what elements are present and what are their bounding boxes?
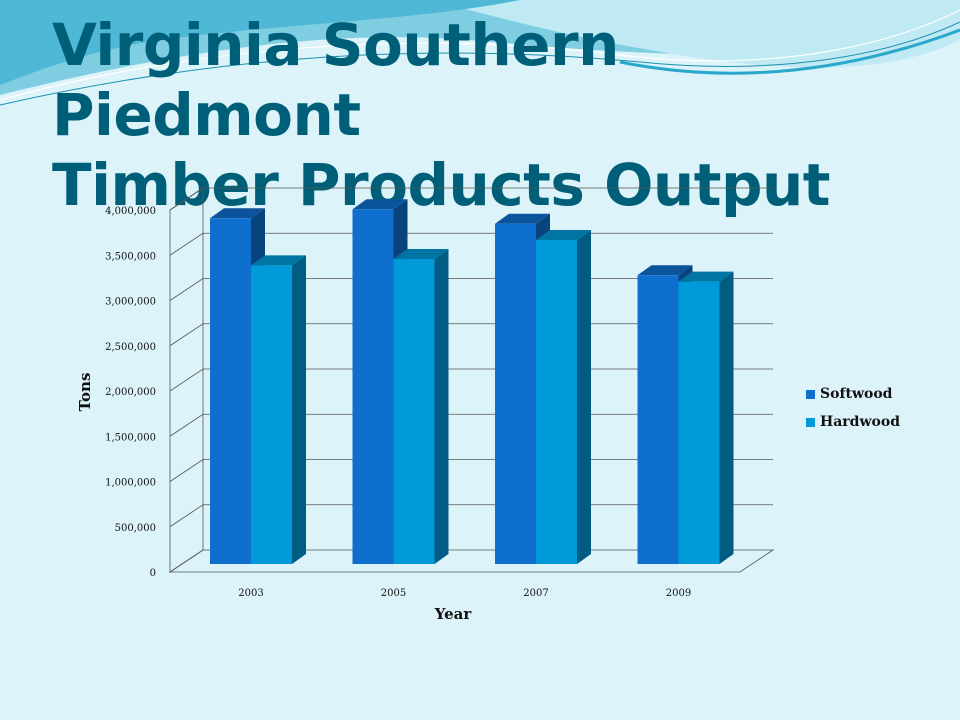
slide-title: Virginia Southern Piedmont Timber Produc… xyxy=(52,10,932,220)
y-tick-label: 3,000,000 xyxy=(105,297,156,308)
legend-item-hardwood: Hardwood xyxy=(806,408,900,436)
bar-top xyxy=(495,213,550,224)
y-tick-label: 0 xyxy=(150,568,156,579)
chart-legend: Softwood Hardwood xyxy=(806,380,900,436)
bar-top xyxy=(637,265,693,276)
bar-side xyxy=(719,271,734,564)
y-tick-label: 2,000,000 xyxy=(105,387,156,398)
wave-decoration xyxy=(0,0,960,106)
legend-item-softwood: Softwood xyxy=(806,380,900,408)
y-tick-label: 4,000,000 xyxy=(105,206,156,217)
bar-side xyxy=(292,255,306,564)
y-tick-label: 500,000 xyxy=(115,523,156,534)
bar-hardwood-2005 xyxy=(393,249,449,564)
bar-top xyxy=(352,199,408,210)
bar-front xyxy=(251,265,292,564)
y-axis-title: Tons xyxy=(76,373,94,412)
bar-side xyxy=(577,230,591,564)
x-axis-title: Year xyxy=(434,605,473,623)
bar-hardwood-2009 xyxy=(678,271,734,564)
bar-top xyxy=(536,230,591,241)
y-tick-label: 1,500,000 xyxy=(105,432,156,443)
slide-title-line1: Virginia Southern Piedmont xyxy=(52,11,619,149)
slide-title-line2: Timber Products Output xyxy=(52,151,830,219)
legend-label-softwood: Softwood xyxy=(820,386,893,402)
x-tick-label: 2007 xyxy=(523,588,548,599)
legend-swatch-hardwood xyxy=(806,417,815,427)
x-axis-ticks: 2003 2005 2007 2009 xyxy=(238,588,691,599)
bar-top xyxy=(678,271,734,282)
chart-bars xyxy=(210,199,734,565)
y-tick-label: 3,500,000 xyxy=(105,251,156,262)
x-tick-label: 2009 xyxy=(666,588,691,599)
bar-top xyxy=(210,208,265,219)
bar-front xyxy=(536,240,577,564)
bar-front xyxy=(352,209,394,565)
bar-hardwood-2007 xyxy=(536,230,591,564)
x-tick-label: 2005 xyxy=(381,588,406,599)
gridline xyxy=(169,187,773,211)
legend-label-hardwood: Hardwood xyxy=(820,414,900,430)
y-tick-label: 1,000,000 xyxy=(105,478,156,489)
bar-top xyxy=(393,249,449,260)
bar-front xyxy=(393,259,435,564)
x-tick-label: 2003 xyxy=(238,588,263,599)
y-axis-ticks: 0 500,000 1,000,000 1,500,000 2,000,000 2,500… xyxy=(105,206,156,579)
legend-swatch-softwood xyxy=(806,389,815,399)
bar-hardwood-2003 xyxy=(251,255,306,564)
bar-top xyxy=(251,255,306,266)
bar-front xyxy=(210,218,251,565)
bar-front xyxy=(495,223,536,564)
y-tick-label: 2,500,000 xyxy=(105,342,156,353)
bar-front xyxy=(637,275,679,564)
chart-floor xyxy=(168,549,775,573)
bar-front xyxy=(678,281,720,564)
bar-side xyxy=(434,249,449,564)
